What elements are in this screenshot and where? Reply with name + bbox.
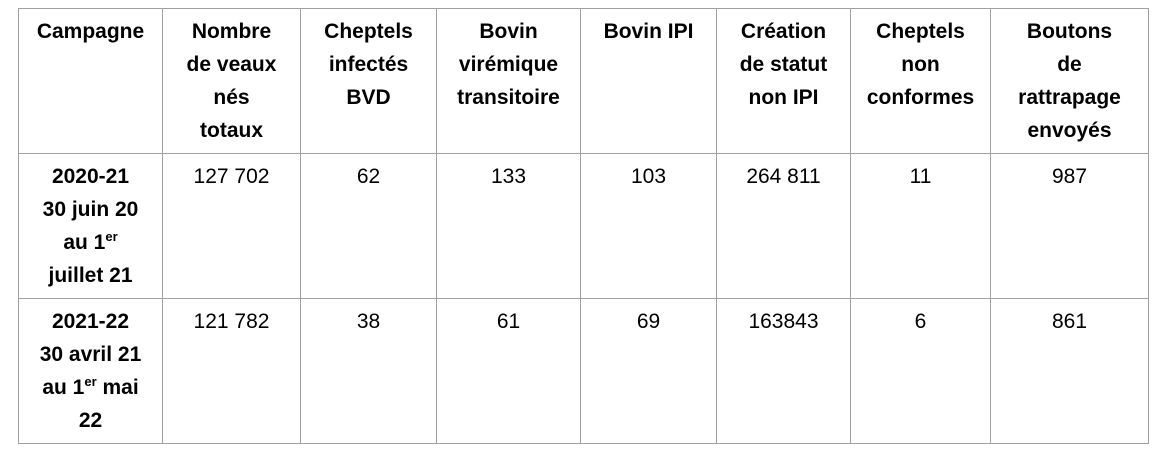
header-line: Cheptels: [324, 20, 413, 43]
value-cell: 6: [850, 298, 991, 444]
header-line: infectés: [328, 53, 409, 76]
period-text: au 1: [42, 376, 85, 399]
period-line: 30 juin 20: [42, 198, 139, 221]
column-header: Nombre de veaux nés totaux: [162, 8, 301, 154]
value-cell: 987: [990, 153, 1149, 299]
header-line: conformes: [866, 86, 975, 109]
header-line: de: [1057, 53, 1082, 76]
value-cell: 163843: [716, 298, 851, 444]
column-header: Cheptels infectés BVD: [300, 8, 437, 154]
table-header: Campagne Nombre de veaux nés totaux Cheptels i…: [18, 8, 1149, 154]
header-line: de statut: [739, 53, 828, 76]
value-cell: 61: [436, 298, 581, 444]
period-text: au 1: [63, 231, 106, 254]
header-row: Campagne Nombre de veaux nés totaux Cheptels i…: [18, 8, 1149, 154]
header-line: Nombre: [191, 20, 272, 43]
column-header: Création de statut non IPI: [716, 8, 851, 154]
superscript: er: [84, 374, 97, 389]
value-cell: 127 702: [162, 153, 301, 299]
value-cell: 69: [580, 298, 717, 444]
period-line: 30 avril 21: [39, 343, 142, 366]
value-cell: 103: [580, 153, 717, 299]
header-line: Bovin: [479, 20, 538, 43]
campaign-cell: 2021-22 30 avril 21 au 1er mai 22: [18, 298, 163, 444]
campaign-name: 2021-22: [51, 310, 130, 333]
campaign-name: 2020-21: [51, 165, 130, 188]
header-line: de veaux: [186, 53, 277, 76]
header-line: non: [901, 53, 940, 76]
period-text: mai: [96, 376, 139, 399]
header-line: Bovin IPI: [603, 20, 694, 43]
campaign-cell: 2020-21 30 juin 20 au 1er juillet 21: [18, 153, 163, 299]
header-line: transitoire: [457, 86, 560, 109]
header-line: Campagne: [36, 20, 145, 43]
value-cell: 62: [300, 153, 437, 299]
header-line: Boutons: [1026, 20, 1113, 43]
header-line: Création: [740, 20, 827, 43]
header-line: Cheptels: [876, 20, 965, 43]
table-row: 2021-22 30 avril 21 au 1er mai 22 121 782 38 6…: [18, 298, 1149, 444]
value-cell: 861: [990, 298, 1149, 444]
value-cell: 11: [850, 153, 991, 299]
column-header: Boutons de rattrapage envoyés: [990, 8, 1149, 154]
period-line: 22: [78, 409, 103, 432]
header-line: rattrapage: [1018, 86, 1121, 109]
period-line: au 1er mai: [23, 371, 158, 404]
header-line: non IPI: [748, 86, 819, 109]
header-line: virémique: [458, 53, 559, 76]
column-header: Cheptels non conformes: [850, 8, 991, 154]
value-cell: 38: [300, 298, 437, 444]
period-line: juillet 21: [48, 264, 133, 287]
header-line: totaux: [200, 119, 263, 142]
period-line: au 1er: [23, 226, 158, 259]
header-line: envoyés: [1027, 119, 1112, 142]
header-line: nés: [213, 86, 250, 109]
superscript: er: [105, 229, 118, 244]
column-header: Bovin IPI: [580, 8, 717, 154]
data-table: Campagne Nombre de veaux nés totaux Cheptels i…: [18, 8, 1149, 444]
column-header: Campagne: [18, 8, 163, 154]
value-cell: 133: [436, 153, 581, 299]
table-body: 2020-21 30 juin 20 au 1er juillet 21 127 702…: [18, 153, 1149, 444]
header-line: BVD: [346, 86, 391, 109]
value-cell: 121 782: [162, 298, 301, 444]
value-cell: 264 811: [716, 153, 851, 299]
table-row: 2020-21 30 juin 20 au 1er juillet 21 127 702…: [18, 153, 1149, 299]
column-header: Bovin virémique transitoire: [436, 8, 581, 154]
